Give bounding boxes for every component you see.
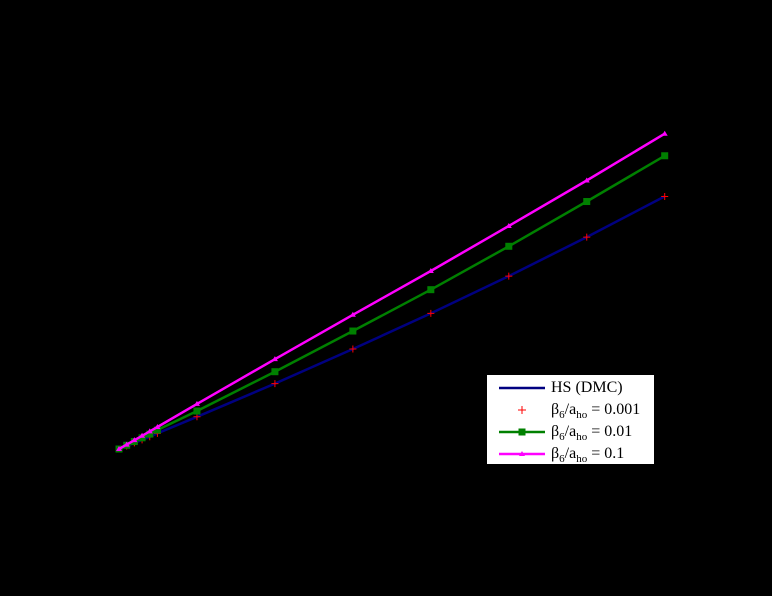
chart-legend: HS (DMC) β6/aho = 0.001 β6/aho = 0.01 β6… [486, 374, 655, 465]
plus-marker-icon [518, 406, 526, 414]
legend-item-beta-01: β6/aho = 0.1 [487, 443, 654, 465]
legend-item-hs-dmc: HS (DMC) [487, 377, 654, 399]
line-swatch-icon [499, 386, 545, 390]
series-3 [116, 130, 668, 451]
triangle-marker-line-icon [499, 451, 545, 456]
legend-item-beta-0001: β6/aho = 0.001 [487, 399, 654, 421]
square-marker-line-icon [499, 428, 545, 436]
legend-item-beta-001: β6/aho = 0.01 [487, 421, 654, 443]
